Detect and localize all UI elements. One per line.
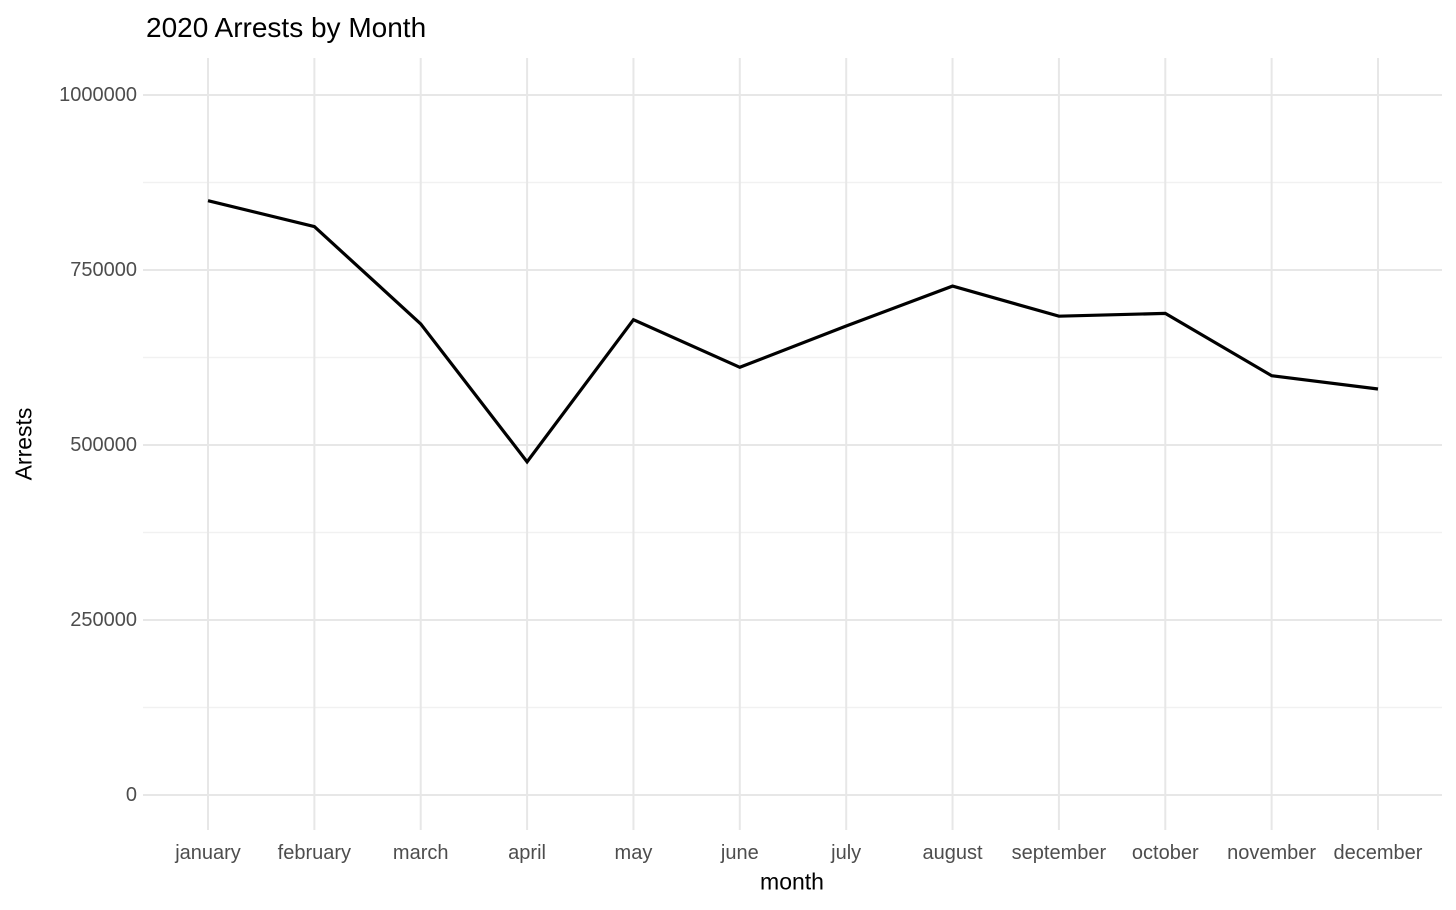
x-tick-label: february xyxy=(277,842,352,864)
chart-title: 2020 Arrests by Month xyxy=(146,12,427,43)
y-tick-label: 750000 xyxy=(70,259,137,281)
x-tick-label: may xyxy=(614,842,653,864)
y-tick-label: 250000 xyxy=(70,609,137,631)
x-tick-label: june xyxy=(720,842,759,864)
x-tick-label: october xyxy=(1131,842,1199,864)
x-tick-label: september xyxy=(1011,842,1107,864)
x-tick-label: april xyxy=(508,842,546,864)
y-tick-label: 1000000 xyxy=(59,84,137,106)
x-tick-label: july xyxy=(831,842,862,864)
line-series-arrests xyxy=(207,199,1379,465)
y-tick-label: 0 xyxy=(125,784,137,806)
x-tick-label: december xyxy=(1333,842,1423,864)
x-tick-label: august xyxy=(922,842,983,864)
x-tick-label: march xyxy=(392,842,449,864)
y-tick-label: 500000 xyxy=(70,434,137,456)
x-axis-title: month xyxy=(760,868,824,895)
x-tick-label: january xyxy=(175,842,241,864)
x-tick-label: november xyxy=(1227,842,1317,864)
